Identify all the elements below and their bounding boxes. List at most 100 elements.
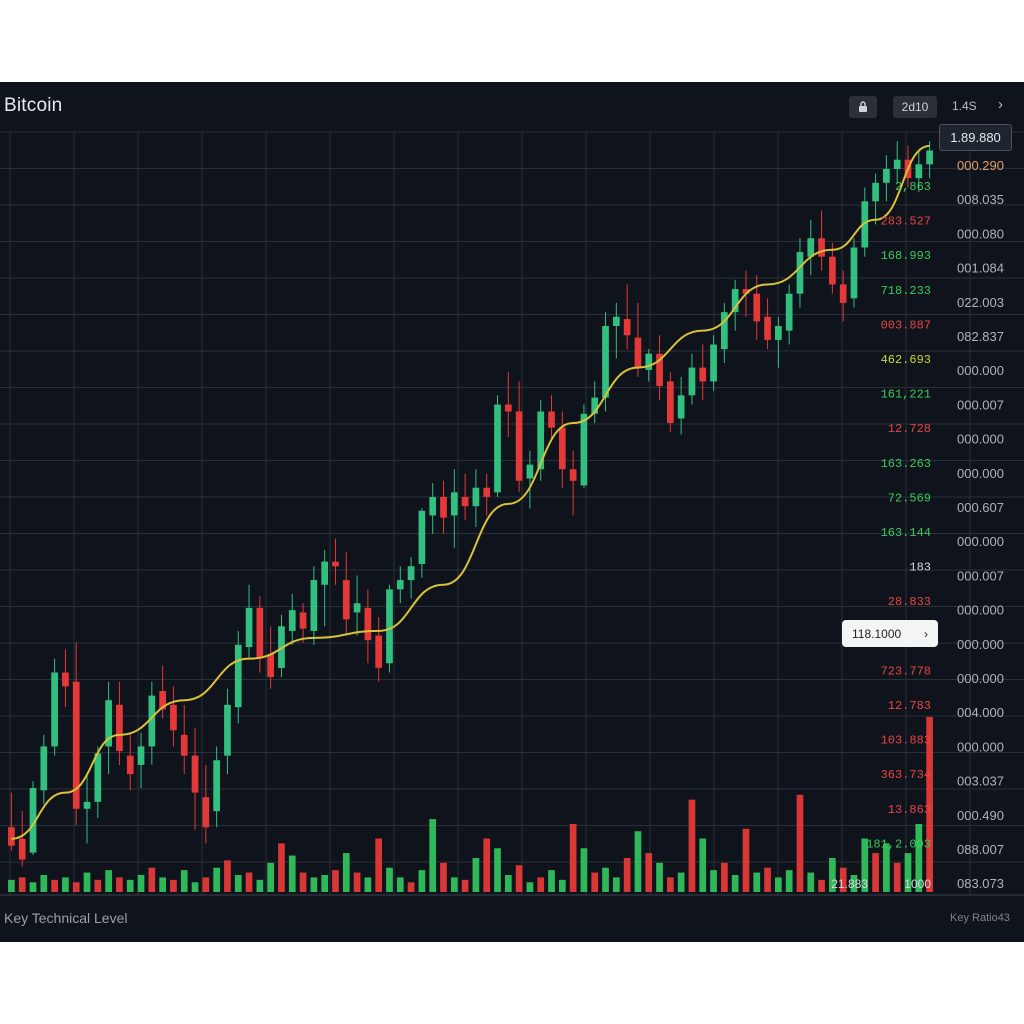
candle-body [51,672,58,747]
volume-bar [332,870,339,892]
candle-body [267,654,275,678]
volume-bar [569,823,577,892]
candle-body [148,695,156,747]
right-axis-label: 000.000 [957,637,1004,652]
right-axis-label: 000.290 [957,158,1004,173]
lock-button[interactable] [849,96,877,118]
candle-body [83,801,91,809]
candle-body [191,755,199,793]
volume-bar [94,879,102,892]
volume-bar [699,838,707,892]
candle-body [29,787,37,853]
volume-bar [299,872,307,892]
volume-bar [148,867,156,892]
volume-bar [170,879,177,892]
volume-bar [450,877,458,892]
candle-body [126,755,134,775]
interval-button[interactable]: 2d10 [893,96,937,118]
volume-bar [137,874,145,892]
volume-bar [364,877,372,892]
volume-bar [40,874,48,892]
candle-body [753,293,761,322]
right-axis-label: 000.490 [957,808,1004,823]
price-axis-label: 363.734 [881,768,931,782]
candle-body [731,289,739,313]
candle-body [526,464,534,479]
candle-body [580,413,588,486]
candle-body [450,492,458,516]
candle-body [775,326,782,340]
candle-body [62,672,69,687]
volume-bar [537,877,545,892]
candle-body [375,635,383,668]
right-axis-label: 022.003 [957,295,1004,310]
volume-bar [861,838,869,892]
volume-bar [591,872,599,892]
candle-body [558,427,566,470]
volume-bar [342,853,350,892]
current-price-badge: 1.89.880 [939,124,1012,151]
price-axis-label: 13.863 [888,803,931,817]
volume-bar [72,882,80,892]
volume-bar [472,857,480,892]
candle-body [645,353,653,370]
candle-body [418,510,426,564]
candle-body [634,337,642,368]
candle-body [623,319,631,336]
candle-body [288,610,296,631]
crosshair-price-label[interactable]: 118.1000 › [842,620,938,647]
candle-body [883,168,890,183]
volume-bar [872,853,879,892]
volume-bar [580,848,588,892]
candle-body [332,561,339,567]
volume-bar [666,877,674,892]
candle-body [94,753,102,802]
volume-bar [418,870,426,892]
candle-body [656,353,663,387]
price-axis-label: 28.833 [888,595,931,609]
price-axis-label: 2,863 [895,180,931,194]
crosshair-price-value: 118.1000 [852,626,902,641]
candle-body [861,201,869,248]
right-axis-label: 082.837 [957,329,1004,344]
price-axis-label: 462.693 [881,353,931,367]
volume-bar [721,862,728,892]
volume-bar [926,717,933,892]
volume-bar [191,882,199,892]
volume-bar [548,870,555,892]
volume-bar [407,882,415,892]
price-axis-label: 283.527 [881,215,931,229]
volume-bar [883,843,890,892]
price-axis-label: 12.728 [888,422,931,436]
right-axis-label: 000.607 [957,500,1004,515]
price-axis-label: 168.993 [881,249,931,263]
candle-body [213,760,220,812]
candle-body [8,827,15,846]
volume-bar [634,831,642,892]
volume-bar [904,853,912,892]
right-axis-label: 003.037 [957,774,1004,789]
volume-bar [180,870,188,892]
candle-body [688,367,696,396]
price-axis-label: 103.883 [881,734,931,748]
volume-bar [742,828,750,892]
candle-body [915,164,923,179]
volume-bar [656,862,663,892]
volume-bar [764,867,771,892]
candle-body [893,159,901,169]
volume-bar [677,872,685,892]
candle-body [742,289,750,294]
volume-bar [558,879,566,892]
candle-body [116,704,123,752]
volume-bar [18,877,26,892]
volume-bar [321,874,329,892]
candle-body [548,411,555,428]
chevron-right-icon[interactable]: › [998,96,1003,113]
candle-body [245,607,253,648]
candle-body [202,797,210,828]
volume-bar [267,862,275,892]
price-axis-label: 163.144 [881,526,931,540]
candle-body [321,561,329,585]
right-axis-label: 000.000 [957,432,1004,447]
